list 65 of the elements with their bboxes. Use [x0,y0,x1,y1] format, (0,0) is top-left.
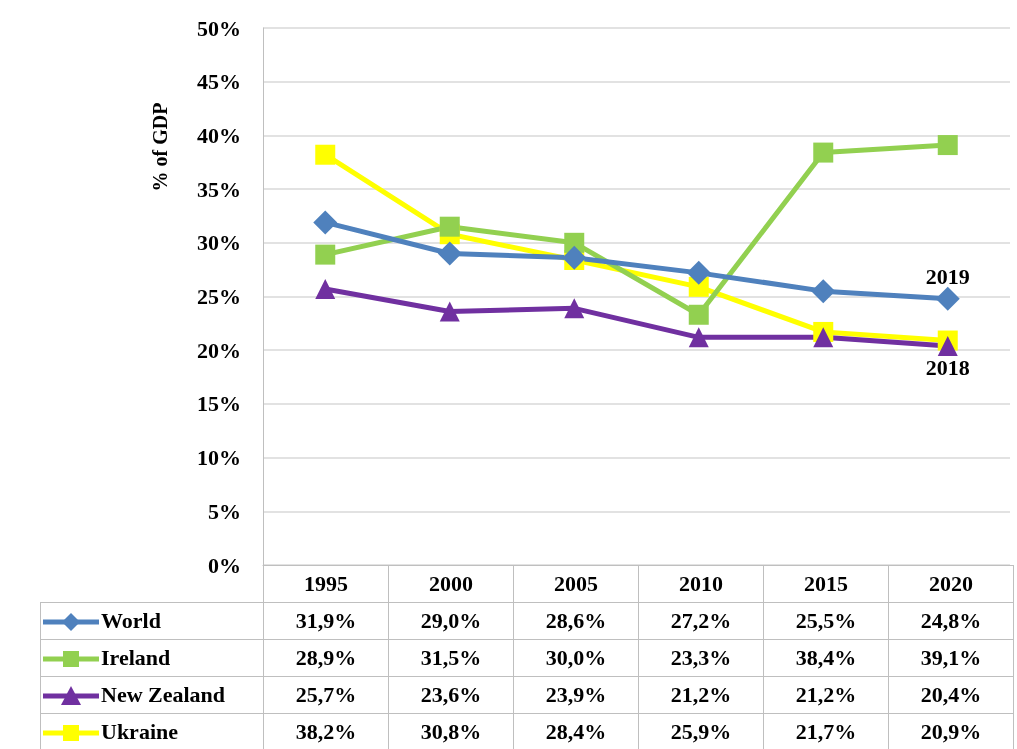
point [313,210,338,235]
data-label: 23,3% [638,639,764,677]
legend-label: Ukraine [101,718,178,744]
y-tick-label: 0% [208,552,241,578]
data-label: 28,9% [263,639,389,677]
point [315,144,336,165]
data-label: 24,8% [888,602,1014,640]
point [937,135,958,156]
data-label: 31,9% [263,602,389,640]
data-label: 21,2% [638,676,764,714]
y-tick-label: 40% [197,122,241,148]
data-label: 38,4% [763,639,889,677]
y-tick-label: 50% [197,15,241,41]
x-tick-label: 1995 [263,565,389,603]
data-label: 20,4% [888,676,1014,714]
data-label: 27,2% [638,602,764,640]
y-tick-label: 45% [197,69,241,95]
y-tick-label: 35% [197,176,241,202]
data-label: 29,0% [388,602,514,640]
point [688,327,709,348]
data-label: 30,0% [513,639,639,677]
legend-label: World [101,607,161,633]
annotation: 2019 [925,264,970,290]
data-label: 38,2% [263,713,389,749]
y-tick-label: 15% [197,391,241,417]
legend-label: New Zealand [101,681,226,707]
data-label: 30,8% [388,713,514,749]
data-label: 21,2% [763,676,889,714]
y-tick-label: 5% [208,498,241,524]
y-tick-label: 20% [197,337,241,363]
x-tick-label: 2000 [388,565,514,603]
data-label: 25,7% [263,676,389,714]
point [315,278,336,299]
y-tick-label: 25% [197,284,241,309]
annotation: 2018 [925,355,970,381]
y-tick-label: 30% [197,230,241,256]
x-tick-label: 2020 [888,565,1014,603]
point [315,244,336,265]
data-label: 28,6% [513,602,639,640]
point [937,335,958,356]
data-label: 23,6% [388,676,514,714]
data-label: 20,9% [888,713,1014,749]
y-tick-label: 10% [197,445,241,471]
x-tick-label: 2005 [513,565,639,603]
point [813,327,834,348]
data-label: 31,5% [388,639,514,677]
point [439,216,460,237]
data-label: 28,4% [513,713,639,749]
data-label: 25,9% [638,713,764,749]
data-label: 25,5% [763,602,889,640]
legend-label: Ireland [101,644,171,670]
point [813,142,834,163]
data-label: 21,7% [763,713,889,749]
point [688,304,709,325]
point [439,301,460,322]
point [686,260,711,285]
point [935,286,960,311]
data-label: 39,1% [888,639,1014,677]
x-tick-label: 2010 [638,565,764,603]
data-label: 23,9% [513,676,639,714]
x-tick-label: 2015 [763,565,889,603]
y-axis-title: % of GDP [148,102,172,192]
point [564,298,585,319]
point [811,279,836,304]
point [437,241,462,266]
